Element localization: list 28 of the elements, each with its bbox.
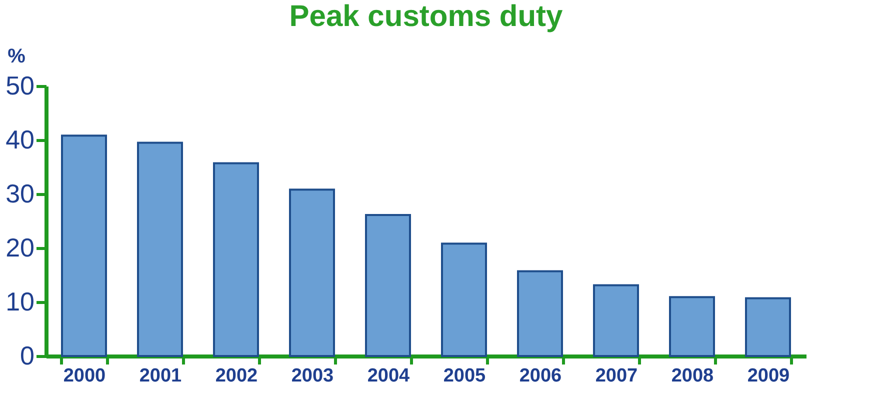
bar [365,214,411,357]
bar [289,188,335,357]
y-tick-label: 10 [6,286,34,316]
y-axis-title: % [8,46,26,68]
x-tick-label: 2009 [747,366,790,386]
x-tick-label: 2006 [519,366,562,386]
x-tick-label: 2001 [139,366,182,386]
bar [137,142,183,357]
y-tick-label: 30 [6,178,34,208]
bar [441,242,487,357]
x-tick-label: 2008 [671,366,714,386]
bar [517,270,563,357]
bar [669,296,715,357]
y-tick-label: 20 [6,232,34,262]
bar [61,134,107,357]
x-tick-label: 2002 [215,366,258,386]
y-tick-label: 50 [6,70,34,100]
x-tick-label: 2005 [443,366,486,386]
x-tick-label: 2004 [367,366,410,386]
y-tick-label: 0 [20,340,34,370]
x-tick-label: 2003 [291,366,334,386]
bar [593,284,639,357]
chart-title: Peak customs duty [289,0,564,33]
bar [213,162,259,357]
x-tick-label: 2007 [595,366,638,386]
x-tick-label: 2000 [63,366,106,386]
bar [745,297,791,357]
y-tick-label: 40 [6,124,34,154]
